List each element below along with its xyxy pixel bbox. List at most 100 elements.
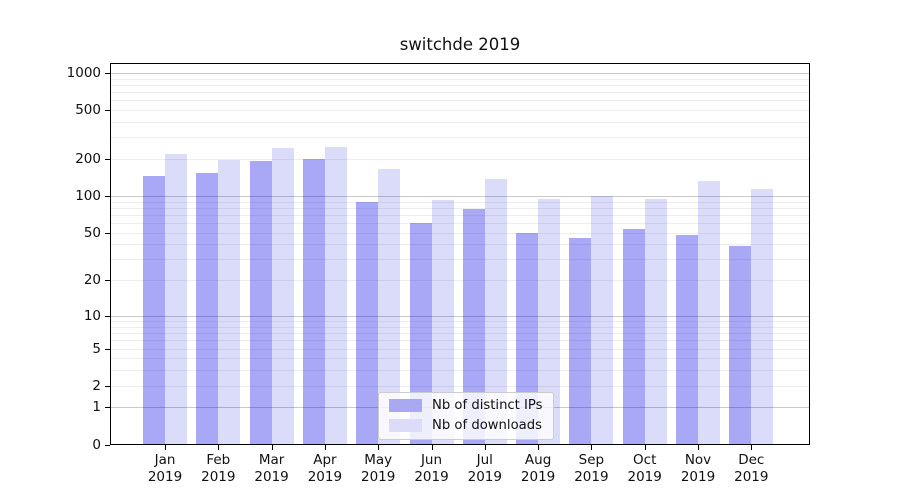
bar-distinct-ips-jul (462, 209, 485, 444)
x-tick-mark (431, 445, 433, 450)
x-tick-label-year: 2019 (574, 469, 609, 485)
y-tick-label: 200 (75, 150, 101, 167)
bar-distinct-ips-sep (569, 238, 592, 444)
y-tick-mark (105, 349, 110, 350)
chart-title: switchde 2019 (399, 35, 521, 54)
y-tick-label: 0 (92, 437, 101, 453)
legend-entry-downloads: Nb of downloads (389, 418, 543, 433)
gridline-minor (111, 386, 809, 387)
bar-downloads-may (378, 168, 401, 444)
gridline-minor (111, 259, 809, 261)
legend: Nb of distinct IPs Nb of downloads (378, 392, 554, 440)
bar-distinct-ips-feb (196, 173, 219, 444)
y-tick-mark (105, 280, 110, 281)
x-tick-mark (644, 445, 646, 450)
y-tick-label: 100 (75, 188, 101, 204)
gridline-minor (111, 349, 809, 350)
gridline-minor (111, 137, 809, 139)
x-tick-label-year: 2019 (680, 469, 716, 485)
gridline-minor (111, 233, 809, 234)
x-tick-label-month: Apr (313, 452, 337, 468)
x-tick-label: Mar 2019 (240, 452, 304, 486)
bar-downloads-aug (538, 198, 561, 444)
x-tick-label: May 2019 (346, 452, 410, 486)
bar-downloads-oct (644, 198, 667, 444)
x-tick-label-year: 2019 (734, 469, 769, 485)
x-tick-mark (484, 445, 486, 450)
x-tick-label-month: Aug (524, 452, 552, 468)
gridline-minor (111, 332, 809, 334)
y-tick-label: 1000 (66, 65, 101, 81)
bar-distinct-ips-nov (676, 235, 698, 444)
bar-downloads-dec (751, 188, 774, 444)
bar-downloads-feb (218, 160, 241, 444)
gridline-minor (111, 280, 809, 281)
y-tick-label: 5 (92, 341, 101, 357)
bar-distinct-ips-may (356, 202, 379, 444)
bar-distinct-ips-dec (729, 245, 752, 444)
x-tick-label-month: Jul (476, 452, 493, 468)
gridline-major (111, 196, 809, 197)
y-tick-label: 20 (83, 272, 101, 288)
x-tick-label-month: Feb (206, 452, 231, 468)
legend-entry-distinct-ips: Nb of distinct IPs (389, 398, 543, 413)
gridline-minor (111, 223, 809, 225)
y-tick-label: 1 (92, 399, 101, 415)
x-tick-label: Sep 2019 (559, 452, 623, 486)
bar-distinct-ips-mar (249, 160, 272, 444)
bar-downloads-jan (165, 154, 187, 444)
gridline-minor (111, 158, 809, 160)
x-tick-label: Dec 2019 (719, 452, 783, 486)
axis-spine-right (809, 63, 810, 445)
bar-downloads-jun (431, 199, 454, 444)
gridline-minor (111, 84, 809, 86)
x-tick-label-month: Dec (738, 452, 765, 468)
legend-label-distinct-ips: Nb of distinct IPs (432, 398, 543, 413)
gridline-minor (111, 244, 809, 246)
y-tick-label: 10 (83, 308, 101, 324)
legend-label-downloads: Nb of downloads (432, 418, 542, 433)
y-tick-mark (105, 407, 110, 408)
gridline-minor (111, 78, 809, 80)
x-tick-label-month: Jun (420, 452, 443, 468)
bar-downloads-jul (484, 179, 507, 444)
legend-swatch-distinct-ips (389, 399, 422, 412)
x-tick-mark (165, 445, 166, 450)
x-tick-label: Apr 2019 (293, 452, 357, 486)
y-tick-mark (105, 196, 110, 197)
y-tick-label: 50 (83, 225, 101, 241)
gridline-minor (111, 110, 809, 111)
bar-distinct-ips-oct (622, 228, 645, 444)
x-tick-mark (751, 445, 753, 450)
axis-spine-top (110, 63, 810, 64)
gridline-minor (111, 369, 809, 371)
bar-distinct-ips-jan (143, 175, 165, 444)
x-tick-mark (378, 445, 380, 450)
legend-swatch-downloads (389, 419, 422, 432)
x-tick-label-month: Jan (154, 452, 176, 468)
gridline-major (111, 73, 809, 74)
x-tick-label-month: Oct (633, 452, 657, 468)
bar-distinct-ips-aug (516, 233, 539, 444)
y-tick-mark (105, 386, 110, 387)
x-tick-label-year: 2019 (414, 469, 449, 485)
x-tick-label-year: 2019 (520, 469, 556, 485)
y-tick-mark (105, 316, 110, 317)
gridline-minor (111, 201, 809, 203)
x-tick-label-year: 2019 (147, 469, 183, 485)
x-tick-label-month: Nov (684, 452, 712, 468)
gridline-minor (111, 326, 809, 328)
x-tick-label-year: 2019 (467, 469, 502, 485)
bar-downloads-nov (698, 180, 720, 444)
axis-spine-bottom (110, 444, 810, 445)
x-tick-label-month: Sep (578, 452, 605, 468)
gridline-minor (111, 340, 809, 342)
x-tick-label: Jun 2019 (400, 452, 464, 486)
x-tick-label: Jul 2019 (453, 452, 517, 486)
x-tick-label: Nov 2019 (666, 452, 730, 486)
gridline-minor (111, 100, 809, 102)
gridline-minor (111, 358, 809, 359)
bar-distinct-ips-jun (409, 223, 432, 444)
x-tick-label: Feb 2019 (186, 452, 250, 486)
gridline-minor (111, 92, 809, 94)
